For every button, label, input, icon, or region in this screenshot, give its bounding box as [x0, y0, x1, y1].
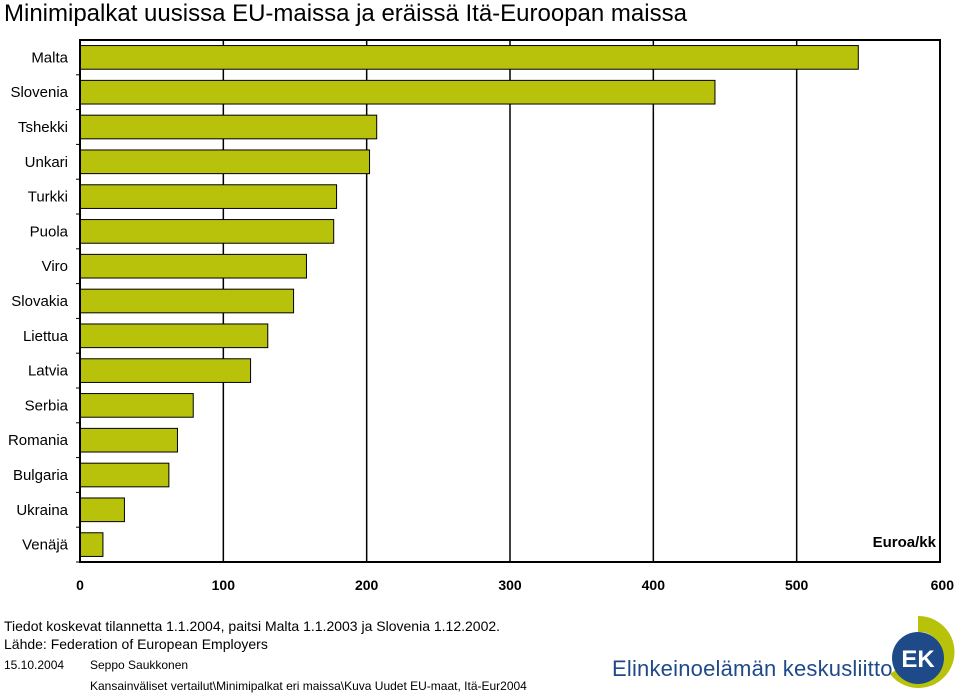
- organization-name: Elinkeinoelämän keskusliitto: [612, 656, 893, 681]
- category-label: Ukraina: [16, 502, 68, 519]
- x-tick-label: 400: [642, 577, 666, 593]
- bar-romania: [79, 427, 178, 453]
- note-line-1: Tiedot koskevat tilannetta 1.1.2004, pai…: [4, 618, 501, 634]
- category-label: Bulgaria: [13, 467, 69, 484]
- category-label: Malta: [31, 49, 68, 66]
- bar-ukraina: [79, 497, 125, 523]
- category-labels: Malta Slovenia Tshekki Unkari Turkki Puola Vir…: [8, 49, 80, 563]
- footer-file-path: Kansainväliset vertailut\Minimipalkat er…: [90, 679, 527, 693]
- bar-unkari: [79, 149, 371, 175]
- category-label: Latvia: [28, 363, 69, 380]
- category-label: Slovenia: [10, 84, 68, 101]
- bar-malta: [79, 45, 859, 70]
- category-label: Slovakia: [11, 293, 68, 310]
- bar-serbia: [79, 393, 194, 418]
- unit-label: Euroa/kk: [873, 534, 937, 551]
- logo-text: EK: [901, 646, 935, 673]
- ek-logo: EK: [890, 615, 955, 688]
- bar-liettua: [79, 323, 269, 349]
- x-tick-label: 500: [785, 577, 809, 593]
- bar-slovakia: [79, 288, 295, 314]
- bar-slovenia: [79, 79, 716, 105]
- footer-date: 15.10.2004: [4, 658, 65, 672]
- bar-chart: Malta Slovenia Tshekki Unkari Turkki Puola Vir…: [8, 39, 954, 593]
- bar-latvia: [79, 358, 252, 383]
- bar-tshekki: [79, 114, 378, 140]
- category-label: Puola: [30, 223, 69, 240]
- bar-venäjä: [79, 532, 104, 557]
- chart-title: Minimipalkat uusissa EU-maissa ja eräiss…: [4, 0, 687, 27]
- plot-frame: [79, 39, 941, 563]
- bar-puola: [79, 219, 335, 244]
- source-note: Lähde: Federation of European Employers: [4, 636, 268, 652]
- bar-bulgaria: [79, 462, 170, 488]
- category-label: Unkari: [25, 154, 68, 171]
- category-label: Turkki: [28, 189, 68, 206]
- category-label: Venäjä: [22, 537, 69, 554]
- category-label: Tshekki: [18, 119, 68, 136]
- x-tick-label: 100: [212, 577, 236, 593]
- x-tick-label: 600: [931, 577, 955, 593]
- category-label: Romania: [8, 432, 69, 449]
- bar-viro: [79, 253, 307, 279]
- x-tick-label: 200: [355, 577, 379, 593]
- bars: [79, 45, 859, 557]
- footer-author: Seppo Saukkonen: [90, 658, 189, 672]
- category-label: Serbia: [25, 397, 69, 414]
- x-tick-label: 300: [498, 577, 522, 593]
- x-tick-label: 0: [76, 577, 84, 593]
- category-label: Liettua: [23, 328, 69, 345]
- bar-turkki: [79, 184, 338, 209]
- category-label: Viro: [42, 258, 68, 275]
- plot-area-border: [79, 39, 941, 563]
- x-tick-labels: 0 100 200 300 400 500 600: [76, 577, 954, 593]
